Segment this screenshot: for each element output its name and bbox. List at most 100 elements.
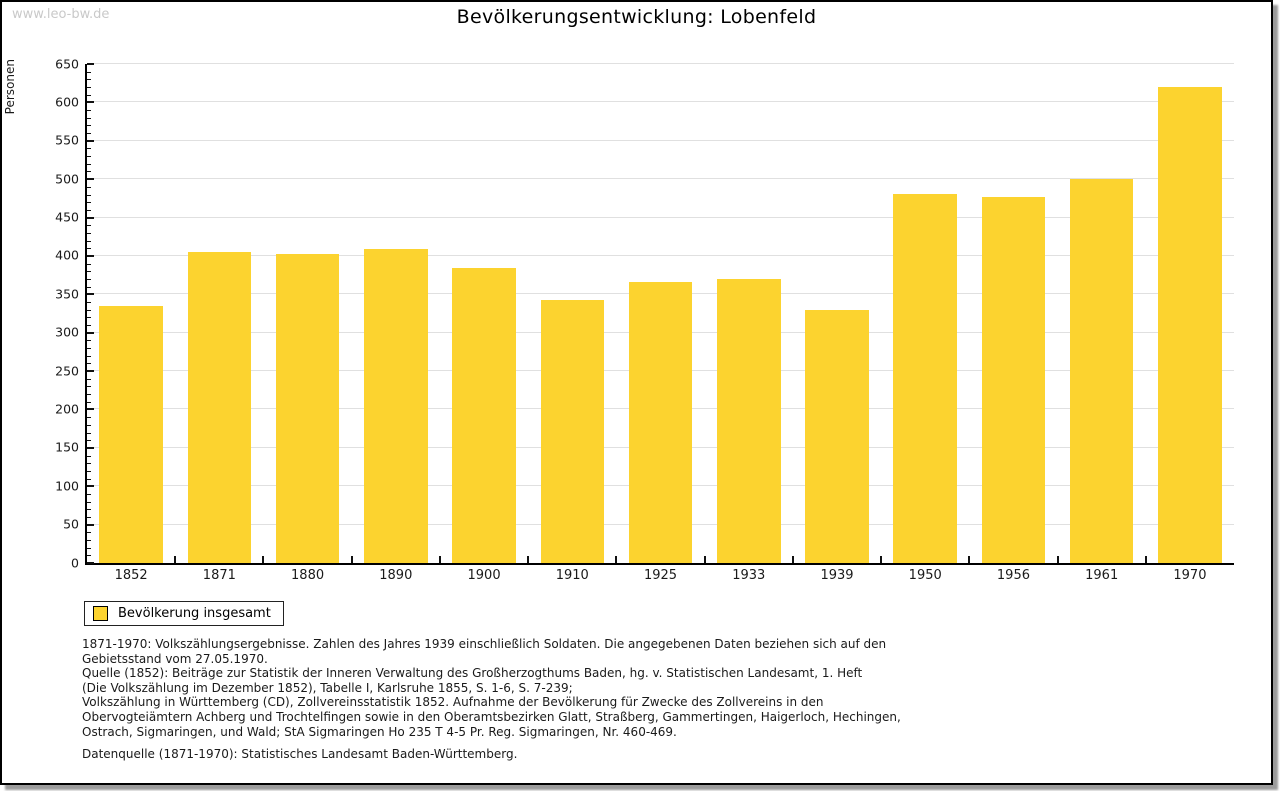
y-minor-tick bbox=[87, 493, 91, 495]
y-minor-tick bbox=[87, 286, 91, 288]
bar-cell bbox=[616, 64, 704, 563]
source-note: 1871-1970: Volkszählungsergebnisse. Zahl… bbox=[82, 637, 1237, 739]
y-tick-label: 50 bbox=[63, 516, 79, 532]
x-boundary-tick bbox=[880, 556, 883, 563]
y-minor-tick bbox=[87, 271, 91, 273]
y-minor-tick bbox=[87, 186, 91, 188]
watermark: www.leo-bw.de bbox=[12, 7, 110, 22]
legend-swatch-icon bbox=[93, 606, 108, 621]
y-tick-label: 350 bbox=[55, 286, 79, 302]
y-minor-tick bbox=[87, 87, 91, 89]
gridline bbox=[87, 178, 1234, 180]
y-minor-tick bbox=[87, 348, 91, 350]
y-major-tick bbox=[87, 254, 94, 257]
y-tick-label: 200 bbox=[55, 401, 79, 417]
footnote-line: (Die Volkszählung im Dezember 1852), Tab… bbox=[82, 680, 573, 695]
y-minor-tick bbox=[87, 232, 91, 234]
y-minor-tick bbox=[87, 302, 91, 303]
bar-1933 bbox=[717, 278, 781, 563]
y-minor-tick bbox=[87, 470, 91, 472]
y-minor-tick bbox=[87, 110, 91, 112]
bar-cell bbox=[705, 64, 793, 563]
x-boundary-tick bbox=[703, 556, 706, 563]
bar-1910 bbox=[540, 299, 605, 563]
y-minor-tick bbox=[87, 355, 91, 357]
y-major-tick bbox=[87, 101, 94, 104]
y-minor-tick bbox=[87, 278, 91, 280]
bar-cell bbox=[1146, 64, 1234, 563]
y-major-tick bbox=[87, 485, 94, 488]
bar-1939 bbox=[805, 309, 869, 563]
bar-1956 bbox=[981, 196, 1046, 563]
y-minor-tick bbox=[87, 71, 91, 73]
bar-1871 bbox=[187, 252, 252, 563]
x-tick-label: 1900 bbox=[467, 568, 501, 583]
gridline bbox=[87, 254, 1234, 256]
gridline bbox=[87, 101, 1234, 103]
x-tick-label: 1970 bbox=[1173, 568, 1207, 583]
chart-title: Bevölkerungsentwicklung: Lobenfeld bbox=[456, 6, 817, 28]
y-major-tick bbox=[87, 216, 94, 219]
bar-series bbox=[87, 64, 1234, 563]
x-boundary-tick bbox=[1056, 556, 1059, 563]
x-tick-label: 1961 bbox=[1085, 568, 1119, 583]
bar-1890 bbox=[364, 249, 428, 563]
x-boundary-tick bbox=[1144, 556, 1147, 563]
y-tick-label: 300 bbox=[55, 324, 79, 340]
y-minor-tick bbox=[87, 202, 91, 204]
y-minor-tick bbox=[87, 363, 91, 365]
y-minor-tick bbox=[87, 555, 91, 557]
x-tick-label: 1910 bbox=[555, 568, 589, 583]
y-major-tick bbox=[87, 562, 94, 564]
bar-1961 bbox=[1069, 179, 1134, 563]
bar-1970 bbox=[1158, 87, 1222, 563]
y-minor-tick bbox=[87, 463, 91, 465]
y-minor-tick bbox=[87, 263, 91, 265]
y-minor-tick bbox=[87, 501, 91, 503]
y-minor-tick bbox=[87, 509, 91, 511]
y-major-tick bbox=[87, 139, 94, 142]
x-boundary-tick bbox=[438, 556, 441, 563]
y-minor-tick bbox=[87, 532, 91, 534]
y-tick-label: 550 bbox=[55, 132, 79, 148]
y-minor-tick bbox=[87, 163, 91, 165]
y-tick-label: 500 bbox=[55, 170, 79, 186]
footnotes: 1871-1970: Volkszählungsergebnisse. Zahl… bbox=[82, 637, 1237, 762]
bar-cell bbox=[352, 64, 440, 563]
bar-cell bbox=[263, 64, 351, 563]
y-minor-tick bbox=[87, 417, 91, 419]
bar-cell bbox=[1058, 64, 1146, 563]
y-minor-tick bbox=[87, 340, 91, 342]
y-minor-tick bbox=[87, 309, 91, 311]
y-tick-label: 100 bbox=[55, 477, 79, 493]
bar-cell bbox=[87, 64, 175, 563]
y-minor-tick bbox=[87, 171, 91, 173]
y-major-tick bbox=[87, 331, 94, 334]
y-minor-tick bbox=[87, 209, 91, 211]
y-major-tick bbox=[87, 523, 94, 526]
bar-cell bbox=[881, 64, 969, 563]
y-minor-tick bbox=[87, 516, 91, 518]
x-tick-label: 1890 bbox=[379, 568, 413, 583]
bar-cell bbox=[440, 64, 528, 563]
bar-cell bbox=[175, 64, 263, 563]
y-minor-tick bbox=[87, 394, 91, 396]
y-minor-tick bbox=[87, 240, 91, 242]
y-minor-tick bbox=[87, 325, 91, 327]
x-boundary-tick bbox=[350, 556, 353, 563]
gridline bbox=[87, 139, 1234, 141]
y-axis-title: Personen bbox=[3, 59, 17, 115]
bar-1852 bbox=[99, 305, 163, 563]
bar-1925 bbox=[628, 282, 693, 563]
y-tick-label: 450 bbox=[55, 209, 79, 225]
bar-1900 bbox=[452, 268, 516, 563]
bar-1950 bbox=[893, 193, 957, 563]
x-axis-tick-labels: 1852 1871 1880 1890 1900 1910 1925 1933 1939 1950… bbox=[87, 568, 1234, 583]
y-minor-tick bbox=[87, 248, 91, 250]
y-minor-tick bbox=[87, 225, 91, 227]
footnote-line: Ostrach, Sigmaringen, und Wald; StA Sigm… bbox=[82, 724, 677, 739]
y-major-tick bbox=[87, 178, 94, 181]
footnote-line: Obervogteiämtern Achberg und Trochtelfin… bbox=[82, 709, 901, 724]
gridline bbox=[87, 216, 1234, 218]
x-boundary-tick bbox=[791, 556, 794, 563]
